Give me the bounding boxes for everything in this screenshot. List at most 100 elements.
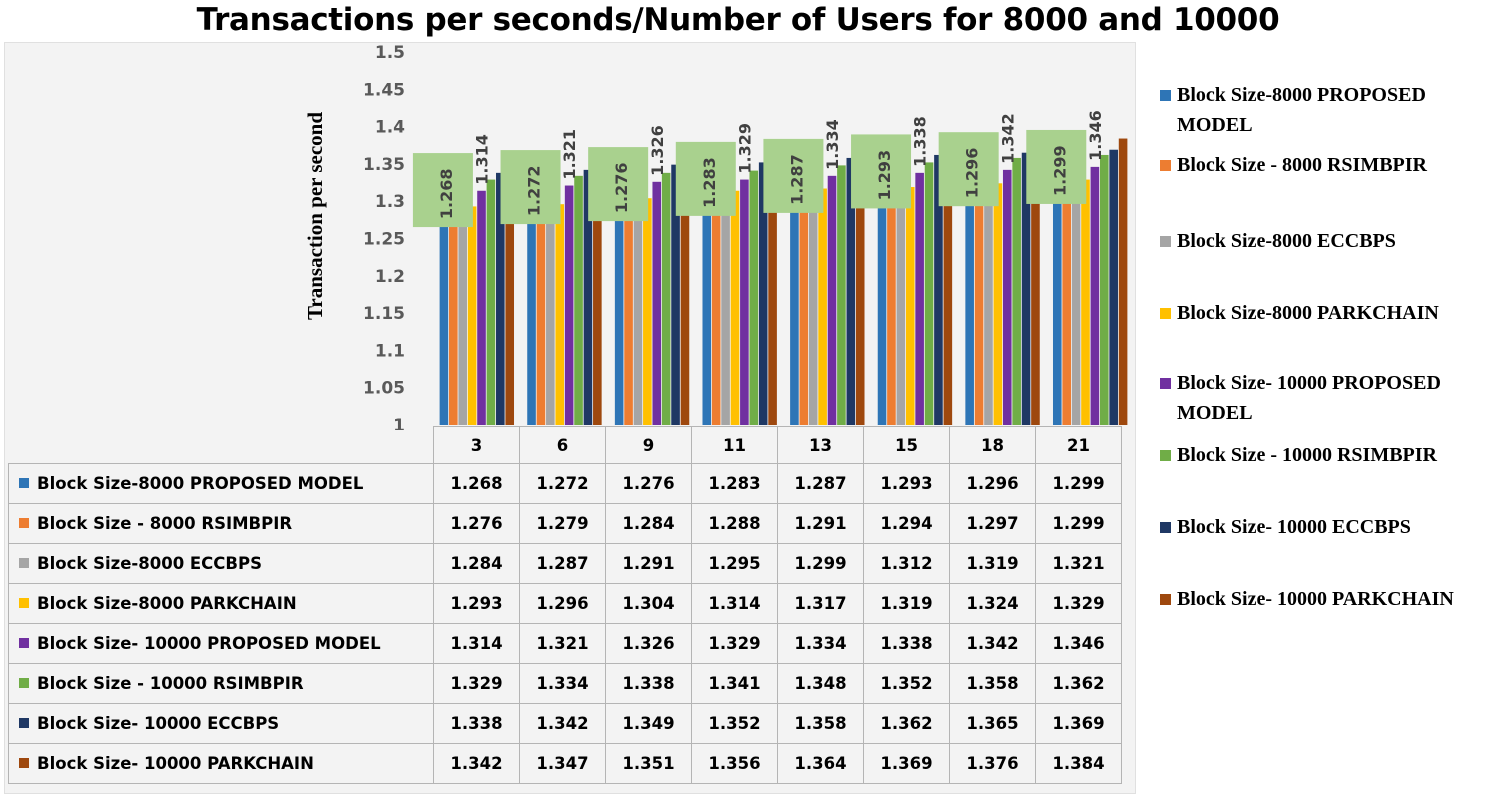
table-cell: 1.287 [777,463,864,504]
data-label-highlight [1026,129,1087,204]
table-cell: 1.324 [949,583,1036,624]
data-table-header-row: 3 6 9 11 13 15 18 21 [9,426,1122,464]
series-swatch [19,517,29,528]
legend-label: Block Size- 10000 PROPOSED MODEL [1177,372,1441,424]
bar [564,185,574,425]
bar [1031,144,1040,425]
table-cell: 1.319 [863,583,950,624]
bar [555,204,565,425]
bar [680,163,690,426]
table-cell: 1.358 [949,663,1036,704]
chart-plot: 1 1.05 1.1 1.15 1.2 1.25 1.3 1.35 1.4 1.45 1.5 1.2… [303,43,1128,430]
table-cell: 1.314 [691,583,778,624]
table-cell: 1.369 [863,743,950,784]
chart-title: Transactions per seconds/Number of Users… [196,2,1280,38]
table-cell: 1.297 [949,503,1036,544]
table-cell: 1.299 [777,543,864,584]
legend-swatch [1160,160,1171,171]
table-cell: 1.334 [777,623,864,664]
table-series-name: Block Size-8000 PROPOSED MODEL [37,474,364,493]
table-cell: 1.352 [863,663,950,704]
bar [652,181,662,425]
table-cell: 1.276 [605,463,692,504]
table-row: Block Size - 10000 RSIMBPIR 1.329 1.334 1.3… [8,663,1122,704]
table-cell: 1.342 [949,623,1036,664]
bar [486,179,496,425]
y-tick-label: 1.4 [375,118,405,138]
series-swatch [19,637,29,648]
data-label: 1.326 [648,125,667,176]
data-label-highlight [500,150,561,225]
table-cell: 1.326 [605,623,692,664]
table-row: Block Size- 10000 ECCBPS 1.338 1.342 1.349 1… [8,703,1122,744]
table-cell: 1.362 [1035,663,1122,704]
bar [1021,152,1031,425]
legend-swatch [1160,90,1171,101]
bar [643,198,652,425]
table-cell: 1.291 [605,543,692,584]
series-swatch [19,557,29,568]
data-label-highlight [851,134,912,209]
bar [887,205,896,425]
table-cell: 1.338 [605,663,692,704]
legend-label: Block Size - 10000 RSIMBPIR [1177,444,1437,466]
table-cell: 1.358 [777,703,864,744]
table-row-header: Block Size- 10000 PROPOSED MODEL [8,623,434,664]
y-tick-label: 1.25 [363,230,405,250]
bar [439,225,449,425]
bar [749,170,759,425]
table-series-name: Block Size- 10000 PROPOSED MODEL [37,634,381,653]
data-table: 3 6 9 11 13 15 18 21 Block Size-8000 PROPOSED M… [8,426,1122,784]
table-cell: 1.351 [605,743,692,784]
bar [1090,166,1100,425]
table-category-label: 11 [691,426,778,464]
table-row-header: Block Size- 10000 PARKCHAIN [8,743,434,784]
data-label: 1.296 [963,148,982,199]
legend-label: Block Size - 8000 RSIMBPIR [1177,154,1427,176]
table-cell: 1.376 [949,743,1036,784]
bar [1081,179,1090,425]
table-category-label: 6 [519,426,606,464]
table-cell: 1.268 [433,463,520,504]
data-label: 1.287 [787,154,806,205]
bar [896,192,906,425]
bar [790,210,799,425]
table-cell: 1.284 [605,503,692,544]
table-series-name: Block Size - 8000 RSIMBPIR [37,514,293,533]
table-row: Block Size- 10000 PROPOSED MODEL 1.314 1.3… [8,623,1122,664]
data-label: 1.276 [612,162,631,213]
table-cell: 1.288 [691,503,778,544]
table-cell: 1.369 [1035,703,1122,744]
bar [583,169,593,425]
table-category-label: 21 [1035,426,1122,464]
table-cell: 1.346 [1035,623,1122,664]
bar [799,207,809,425]
table-category-label: 9 [605,426,692,464]
table-cell: 1.291 [777,503,864,544]
bar [943,149,953,425]
bar [1118,138,1128,425]
data-label-highlight [938,132,999,207]
table-series-name: Block Size-8000 PARKCHAIN [37,594,297,613]
bar [527,222,536,425]
bar [467,206,477,425]
bar [546,210,555,425]
data-label: 1.293 [875,150,894,201]
table-row: Block Size - 8000 RSIMBPIR 1.276 1.279 1.28… [8,503,1122,544]
series-swatch [19,717,29,728]
table-category-label: 18 [949,426,1036,464]
bar [1099,154,1109,425]
table-cell: 1.352 [691,703,778,744]
table-cell: 1.276 [433,503,520,544]
series-swatch [19,477,29,488]
y-axis-title: Transaction per second [303,112,327,320]
bar [614,219,624,425]
y-tick-label: 1.15 [363,304,405,324]
series-swatch [19,757,29,768]
bar [477,190,486,425]
legend-swatch [1160,308,1171,319]
data-label: 1.334 [823,119,842,170]
y-tick-label: 1.45 [363,80,405,100]
bar [818,188,827,425]
bar [721,204,730,425]
